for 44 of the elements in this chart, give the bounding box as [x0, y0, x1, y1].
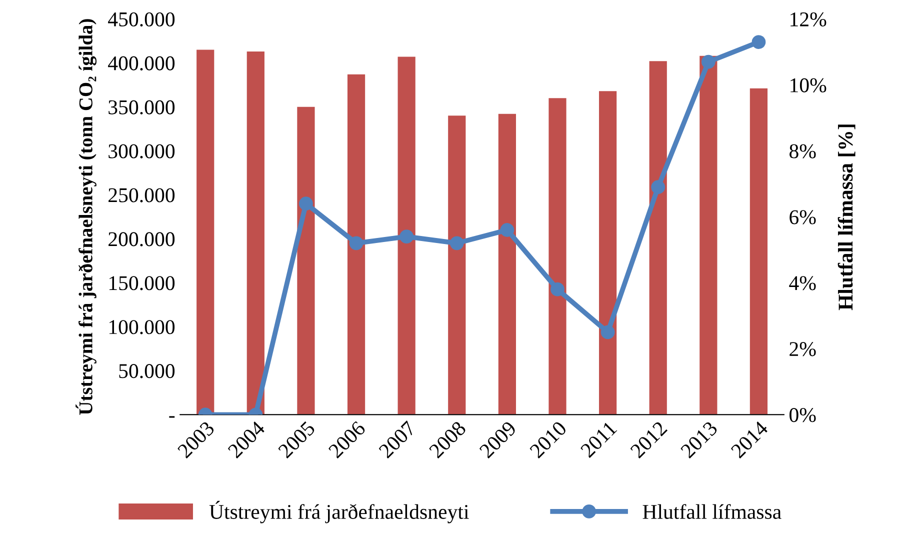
point [600, 325, 615, 340]
point [651, 180, 666, 194]
y-tick-label: 250.000 [108, 188, 175, 202]
y-tick-label: 200.000 [108, 232, 175, 246]
bar [750, 88, 768, 415]
y2-tick-label: 6% [790, 210, 816, 224]
y-tick-label: 400.000 [108, 56, 175, 70]
legend-label: Útstreymi frá jarðefnaeldsneyti [209, 500, 469, 524]
y2-tick-label: 10% [790, 78, 826, 92]
y-tick-label: 50.000 [119, 364, 175, 378]
y-tick-label: 450.000 [108, 12, 175, 26]
bar [347, 74, 366, 415]
bar [448, 116, 466, 415]
y2-tick-label: 0% [790, 408, 816, 422]
bar [649, 61, 667, 415]
point [500, 223, 514, 237]
point [299, 196, 313, 211]
point [701, 54, 716, 69]
y-tick-label: - [169, 416, 175, 418]
y-tick-label: 100.000 [109, 320, 175, 334]
y2-tick-label: 4% [789, 276, 816, 290]
y2-tick-label: 2% [790, 342, 816, 356]
y-tick-label: 300.000 [108, 144, 175, 158]
point [349, 236, 364, 250]
x-tick-label: 2011 [580, 420, 618, 458]
bar [196, 50, 214, 415]
bar [548, 98, 566, 415]
point [450, 236, 464, 250]
bar [498, 114, 516, 415]
y2-tick-label: 8% [790, 144, 816, 158]
bar [297, 106, 315, 415]
y2-tick-label: 12% [790, 12, 826, 26]
point [550, 282, 564, 296]
point [752, 35, 766, 49]
point [400, 230, 414, 244]
y-axis-title: Útstreymi frá jarðefnaelsneyti (tonn CO₂ ígilda) [76, 19, 97, 415]
y-tick-label: 350.000 [108, 100, 175, 114]
bar [246, 52, 264, 415]
bar [700, 56, 718, 415]
bar [398, 56, 416, 415]
legend-label: Hlutfall lífmassa [642, 504, 782, 519]
y-tick-label: 150.000 [109, 276, 175, 290]
y2-axis-title: Hlutfall lífmassa [%] [838, 124, 856, 310]
bar [598, 91, 617, 415]
